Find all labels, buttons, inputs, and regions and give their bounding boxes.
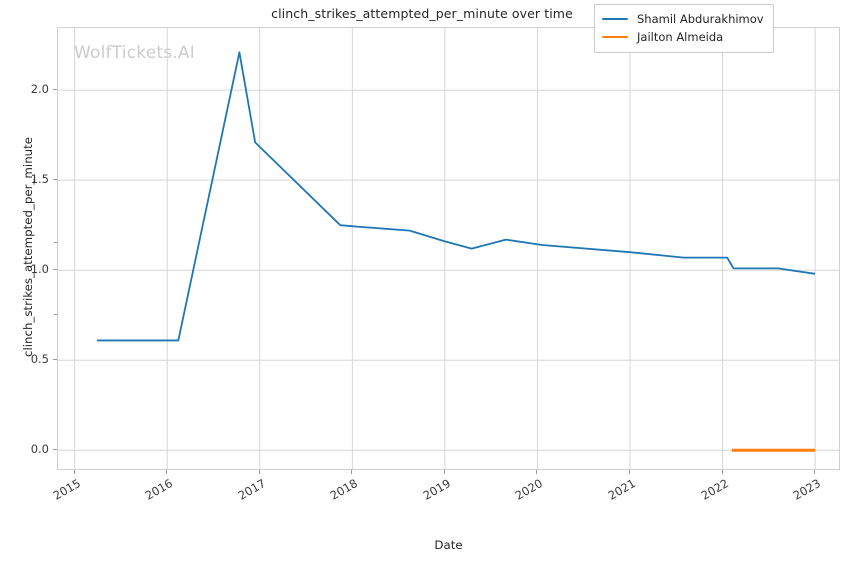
legend-item[interactable]: Jailton Almeida — [602, 28, 764, 46]
x-tick-mark — [166, 470, 168, 474]
x-tick-label: 2021 — [605, 476, 638, 503]
y-minor-tick-mark — [54, 242, 57, 244]
x-tick-label: 2017 — [235, 476, 268, 503]
y-tick-mark — [53, 179, 57, 181]
y-tick-mark — [53, 359, 57, 361]
watermark: WolfTickets.AI — [74, 43, 195, 63]
data-series-layer — [96, 51, 816, 452]
legend-item[interactable]: Shamil Abdurakhimov — [602, 10, 764, 28]
y-tick-mark — [53, 269, 57, 271]
legend-item-label: Shamil Abdurakhimov — [637, 12, 764, 26]
x-tick-mark — [351, 470, 353, 474]
x-tick-mark — [814, 470, 816, 474]
y-tick-label: 1.0 — [30, 262, 49, 277]
legend-color-swatch — [602, 17, 628, 21]
page-title: clinch_strikes_attempted_per_minute over… — [271, 6, 573, 21]
x-tick-label: 2020 — [513, 476, 546, 503]
x-tick-mark — [721, 470, 723, 474]
x-tick-mark — [73, 470, 75, 474]
y-axis-label: clinch_strikes_attempted_per_minute — [21, 136, 35, 358]
y-tick-mark — [53, 449, 57, 451]
legend-color-swatch — [602, 35, 628, 39]
grid-lines — [58, 28, 839, 469]
x-tick-mark — [628, 470, 630, 474]
series-line — [96, 51, 816, 342]
legend-item-label: Jailton Almeida — [637, 30, 724, 44]
x-axis-label: Date — [434, 538, 463, 552]
y-tick-label: 1.5 — [30, 172, 49, 187]
x-tick-label: 2023 — [790, 476, 824, 503]
y-tick-label: 0.0 — [30, 442, 49, 457]
x-tick-mark — [536, 470, 538, 474]
y-minor-tick-mark — [54, 314, 57, 316]
y-tick-label: 2.0 — [30, 82, 49, 97]
y-tick-label: 0.5 — [30, 352, 49, 367]
y-tick-mark — [53, 89, 57, 91]
y-axis-ticks: 0.0 0.5 1.0 1.5 2.0 — [0, 0, 49, 561]
chart-legend: Shamil Abdurakhimov Jailton Almeida — [594, 4, 774, 53]
x-tick-label: 2015 — [50, 476, 83, 503]
x-tick-label: 2022 — [698, 476, 731, 503]
x-tick-mark — [443, 470, 445, 474]
x-tick-mark — [258, 470, 260, 474]
x-tick-label: 2016 — [142, 476, 176, 503]
plot-area: WolfTickets.AI — [57, 27, 840, 470]
x-tick-label: 2018 — [327, 476, 361, 503]
x-tick-label: 2019 — [420, 476, 453, 503]
